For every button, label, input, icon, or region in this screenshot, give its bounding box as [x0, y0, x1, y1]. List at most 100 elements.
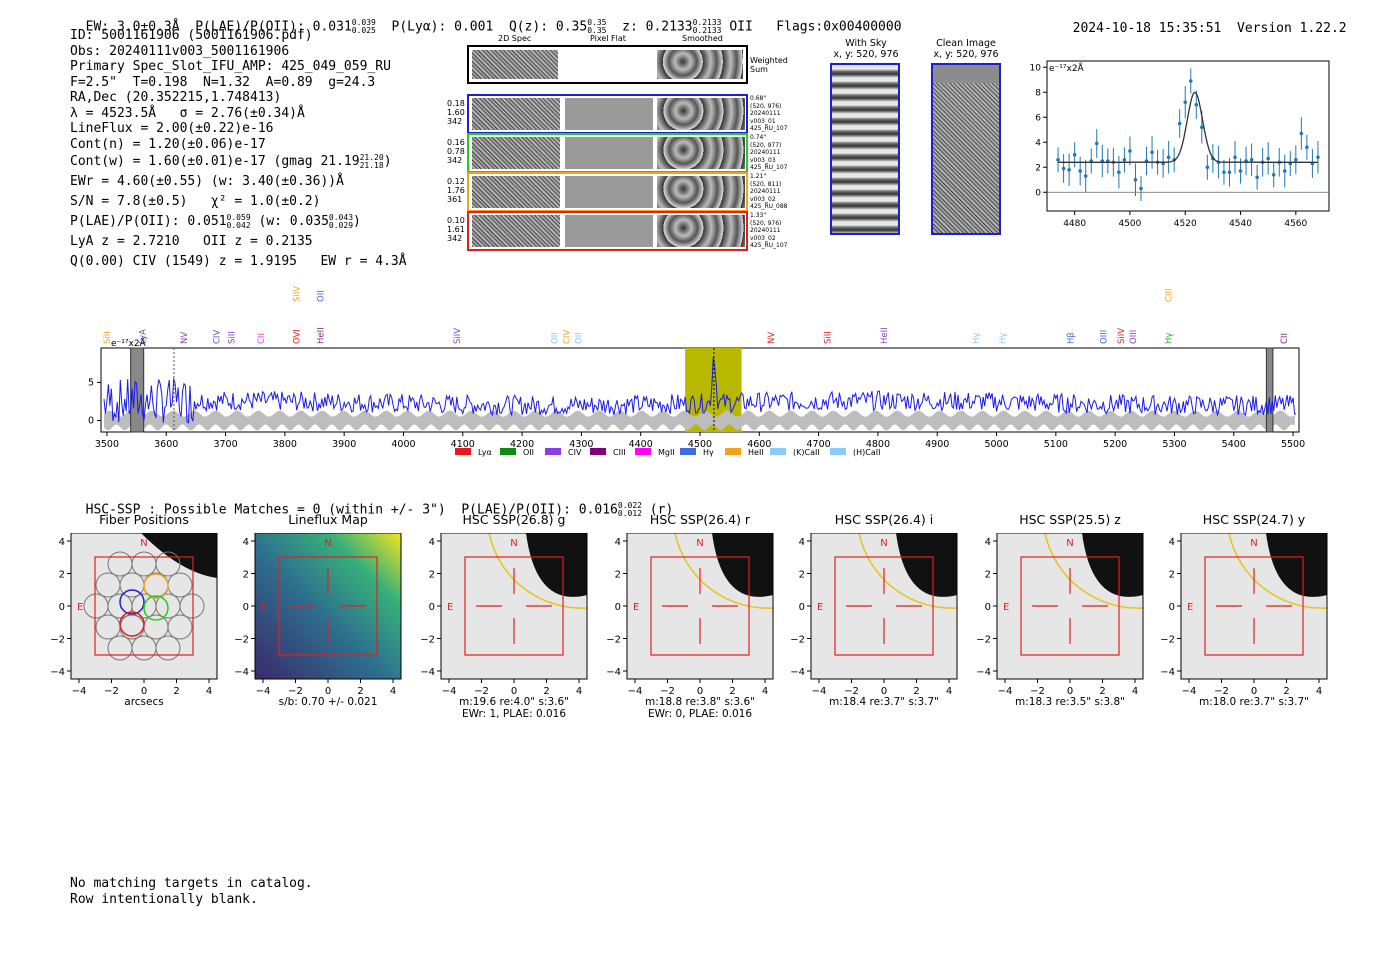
line-fit-point: [1122, 157, 1127, 162]
line-fit-point: [1227, 170, 1232, 175]
fiber-circle: [179, 593, 205, 619]
line-fit-point: [1238, 169, 1243, 173]
spectrum-xtick-label: 3900: [332, 439, 356, 450]
spectrum-legend-label: Lyα: [478, 448, 492, 457]
fiber-row-meta-line: v003_01: [750, 117, 776, 125]
spectrum-line-label: SiII: [103, 331, 113, 344]
hsc-panel-image: N E 4 2 0 −2 −4 −4 −2 0 2 4: [790, 533, 958, 697]
fiber-row-meta-line: 20240111: [750, 227, 781, 235]
info-contw-line: Cont(w) = 1.60(±0.01)e-17 (gmag 21.19 21.…: [70, 152, 392, 170]
spectrum-legend-swatch: [455, 448, 471, 455]
fiber-row-meta-line: 425_RU_088: [750, 203, 788, 211]
spectrum-xtick-label: 5400: [1222, 439, 1246, 450]
header-qz: Q(z): 0.35: [508, 19, 588, 34]
spectrum-line-label: SiIV: [453, 328, 463, 344]
line-fit-point: [1061, 166, 1066, 171]
hsc-ytick-label: 0: [615, 602, 621, 613]
spectrum-line-label: CIII: [1165, 289, 1175, 302]
spectrum-xtick-label: 3500: [95, 439, 119, 450]
spectrum-xtick-label: 4900: [925, 439, 949, 450]
info-contw-bounds: 21.20 21.18: [359, 153, 384, 170]
spectrum-line-label: CII: [1280, 333, 1290, 344]
fiber-circle: [155, 551, 181, 577]
hsc-summary-hi: 0.022: [617, 500, 642, 510]
hsc-panel-caption: m:18.3 re:3.5" s:3.8": [1015, 696, 1125, 708]
spectrum-line-label: SiIV: [1117, 328, 1127, 344]
spectrum-line-label: HeII: [316, 327, 326, 344]
info-contw-lo: 21.18: [359, 160, 384, 170]
fiber-row-stat: 0.12: [447, 177, 465, 186]
hsc-ytick-label: 0: [1169, 602, 1175, 613]
weighted-sum-cutout: [467, 45, 748, 84]
hsc-north-label: N: [324, 538, 331, 549]
hsc-panel-title: HSC SSP(26.4) r: [649, 512, 751, 527]
weighted-2dspec-image: [472, 50, 558, 79]
hsc-xtick-label: 4: [206, 686, 212, 697]
line-fit-point: [1133, 177, 1138, 182]
fiber-smoothed-image: [657, 176, 745, 208]
line-fit-point: [1305, 145, 1309, 150]
hsc-bright-source: [712, 533, 773, 597]
spectrum-line-label: OII: [551, 332, 561, 344]
spectrum-legend-label: CIII: [613, 448, 626, 457]
hsc-aperture-box: [1020, 556, 1120, 656]
line-fit-point: [1233, 155, 1237, 160]
spectrum-line-label: CIV: [213, 330, 223, 344]
header-flags: Flags:0x00400000: [776, 19, 902, 34]
hsc-east-label: E: [77, 602, 83, 613]
fiber-row-meta-line: v003_02: [750, 195, 776, 203]
with-sky-xy: x, y: 520, 976: [833, 49, 899, 60]
hsc-aperture-arc: [858, 533, 958, 609]
fiber-2dspec-image: [472, 215, 560, 247]
clean-image-xy: x, y: 520, 976: [933, 49, 999, 60]
hsc-panel-title: Fiber Positions: [99, 512, 189, 527]
spectrum-legend-label: OII: [523, 448, 534, 457]
hsc-summary: HSC-SSP : Possible Matches = 0 (within +…: [85, 502, 618, 517]
hsc-xtick-label: −2: [1214, 686, 1229, 697]
hsc-aperture-arc: [674, 533, 774, 609]
info-sn: S/N = 7.8(±0.5) χ² = 1.0(±0.2): [70, 194, 321, 209]
fiber-circle: [95, 572, 121, 598]
fiber-row-stat: 1.60: [447, 108, 465, 117]
header-version: Version 1.22.2: [1237, 20, 1347, 36]
fiber-circle: [83, 593, 109, 619]
line-fit-ytick-label: 0: [1035, 188, 1041, 198]
line-fit-point: [1067, 167, 1071, 172]
info-plae-hi: 0.059: [226, 212, 251, 222]
fiber-row-meta-line: 0.68": [750, 95, 767, 102]
info-plae-line: P(LAE)/P(OII): 0.051 0.059 0.042 (w: 0.035…: [70, 212, 361, 230]
hsc-east-label: E: [447, 602, 453, 613]
hsc-ytick-label: 4: [985, 537, 991, 548]
spectrum-xtick-label: 5500: [1281, 439, 1305, 450]
header-z: z: 0.2133: [622, 19, 693, 34]
hsc-east-label: E: [261, 602, 267, 613]
hsc-panel-caption: m:19.6 re:4.0" s:3.6": [459, 696, 569, 708]
line-fit-point: [1083, 174, 1088, 178]
hsc-xtick-label: 2: [729, 686, 735, 697]
spectrum-axes: 3500 3600 3700 3800 3900 4000 4100 4200 4300 4400…: [88, 377, 1305, 450]
header-timestamp: 2024-10-18 15:35:51: [1072, 20, 1222, 36]
hsc-ytick-label: 0: [985, 602, 991, 613]
hsc-aperture-box: [650, 556, 750, 656]
hsc-bright-source: [141, 533, 217, 578]
hsc-panel-caption: s/b: 0.70 +/- 0.021: [278, 696, 378, 708]
hsc-xtick-label: −4: [812, 686, 827, 697]
hsc-summary-line: HSC-SSP : Possible Matches = 0 (within +…: [70, 486, 674, 518]
hsc-xtick-label: 2: [1099, 686, 1105, 697]
hsc-bright-source: [526, 533, 587, 597]
header-plae-hi: 0.039: [351, 17, 376, 27]
hsc-xtick-label: −4: [998, 686, 1013, 697]
fiber-smoothed-image: [657, 98, 745, 130]
fiber-row-meta-line: 425_RU_107: [750, 242, 788, 250]
spectrum-line-label: NV: [767, 332, 777, 344]
line-fit-point: [1271, 172, 1276, 177]
clean-image-masked-strip: [933, 65, 999, 83]
header-qz-bounds: 0.35 0.35: [587, 18, 606, 35]
footer-line2: Row intentionally blank.: [70, 891, 258, 907]
spectrum-line-label: LyA: [139, 329, 149, 344]
fiber-circle: [107, 635, 133, 661]
hsc-xtick-label: 0: [325, 686, 331, 697]
col-title-smoothed: Smoothed: [682, 34, 723, 43]
spectrum-line-label: OVI: [293, 329, 303, 344]
line-fit-point: [1194, 102, 1199, 107]
